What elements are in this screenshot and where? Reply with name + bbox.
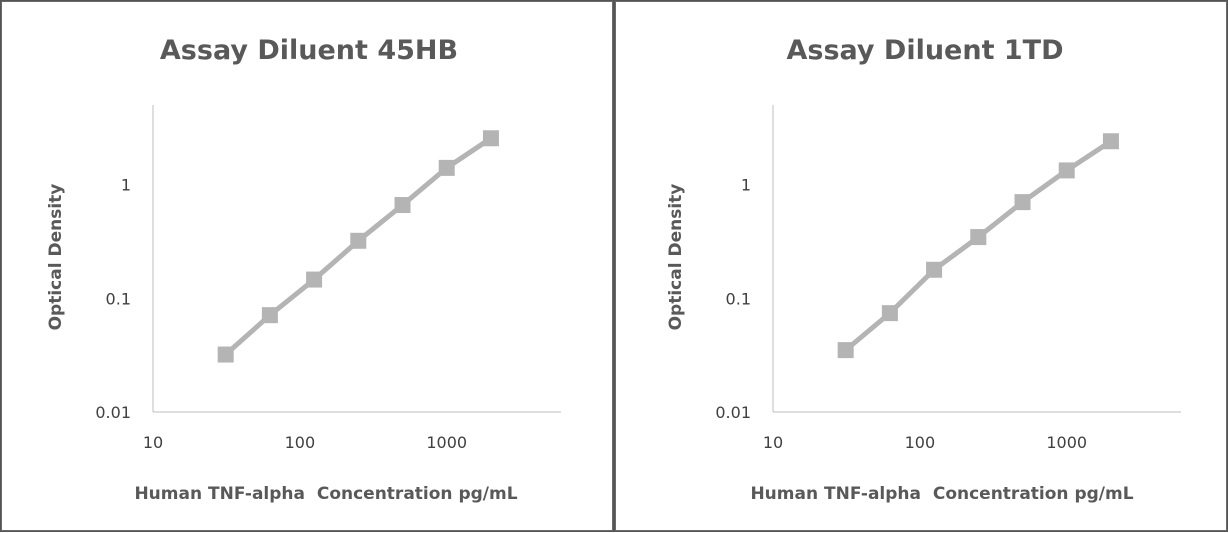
data-point-marker xyxy=(261,307,278,324)
x-tick-label: 100 xyxy=(905,433,936,452)
data-point-marker xyxy=(482,130,499,147)
x-axis-label: Human TNF-alpha Concentration pg/mL xyxy=(750,484,1133,504)
x-tick-label: 1000 xyxy=(426,433,467,452)
x-axis-label: Human TNF-alpha Concentration pg/mL xyxy=(134,484,517,504)
chart-svg: Assay Diluent 1TD 0.01 0.1 1 10 100 1000 Human … xyxy=(666,35,1181,504)
y-tick-label: 0.1 xyxy=(726,289,751,308)
x-tick-label: 1000 xyxy=(1046,433,1087,452)
data-point-marker xyxy=(837,342,854,359)
data-point-marker xyxy=(926,261,943,278)
x-tick-label: 10 xyxy=(763,433,783,452)
y-axis-label: Optical Density xyxy=(666,184,686,331)
data-point-marker xyxy=(350,232,367,249)
data-point-marker xyxy=(306,271,323,288)
chart-title: Assay Diluent 45HB xyxy=(160,35,458,66)
y-tick-label: 0.1 xyxy=(106,289,131,308)
x-tick-label: 10 xyxy=(143,433,163,452)
chart-panel-left: Assay Diluent 45HB 0.01 0.1 1 10 100 1000 Human… xyxy=(0,0,614,532)
data-point-marker xyxy=(438,159,455,176)
y-tick-label: 1 xyxy=(741,176,751,195)
y-tick-label: 0.01 xyxy=(95,403,131,422)
chart-panel-right: Assay Diluent 1TD 0.01 0.1 1 10 100 1000 Human … xyxy=(614,0,1228,532)
x-tick-label: 100 xyxy=(285,433,316,452)
data-point-marker xyxy=(394,197,411,214)
chart-svg: Assay Diluent 45HB 0.01 0.1 1 10 100 1000 Human… xyxy=(46,35,561,504)
y-axis-label: Optical Density xyxy=(46,184,66,331)
data-point-marker xyxy=(881,305,898,322)
y-tick-label: 0.01 xyxy=(715,403,751,422)
chart-title: Assay Diluent 1TD xyxy=(786,35,1063,66)
data-point-marker xyxy=(1058,162,1075,179)
data-point-marker xyxy=(1014,194,1031,211)
data-point-marker xyxy=(1102,133,1119,150)
y-tick-label: 1 xyxy=(121,176,131,195)
data-point-marker xyxy=(970,229,987,246)
data-point-marker xyxy=(217,346,234,363)
